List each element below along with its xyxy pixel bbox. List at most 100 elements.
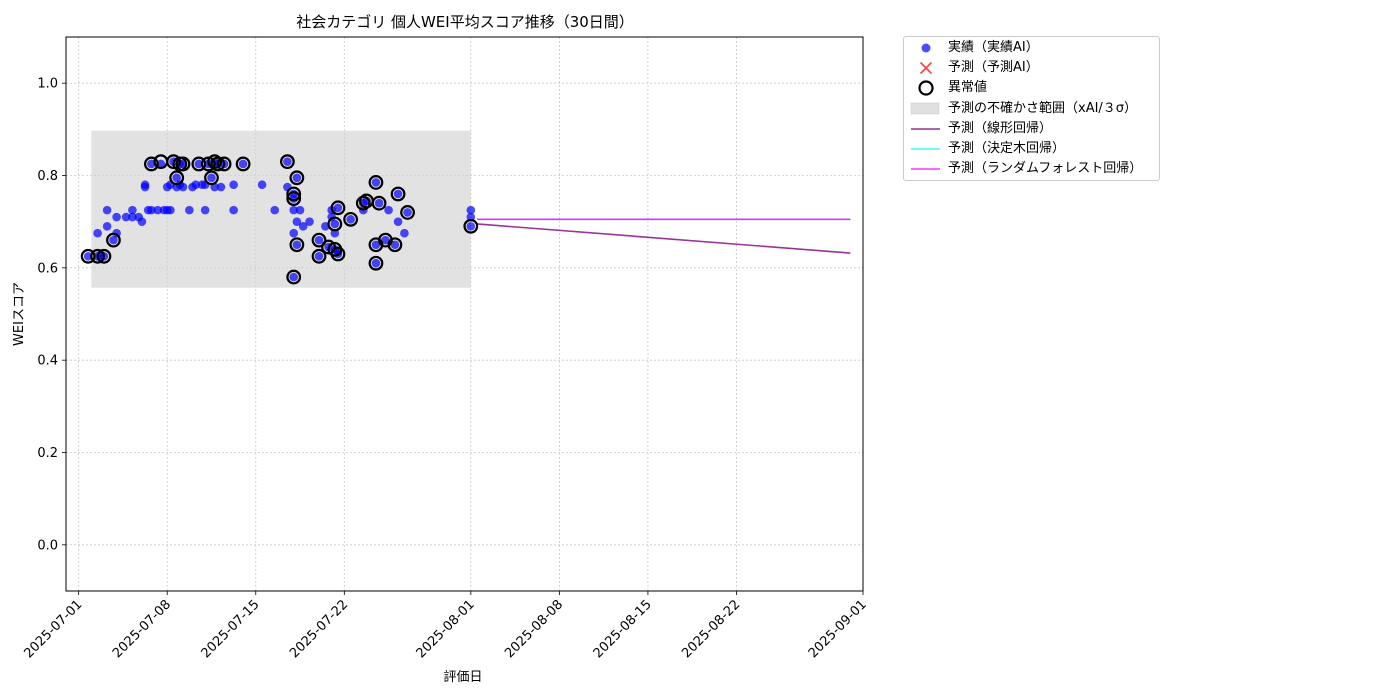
actual-point <box>330 219 340 229</box>
actual-point <box>178 182 188 192</box>
legend-label-linear: 予測（線形回帰） <box>948 121 1053 136</box>
anomaly-marker <box>200 156 216 172</box>
anomaly-marker <box>343 211 359 227</box>
legend-item-actual: 実績（実績AI） <box>904 38 1159 58</box>
anomaly-marker <box>463 218 479 234</box>
actual-point <box>83 251 93 261</box>
anomaly-marker <box>191 156 207 172</box>
actual-point <box>393 217 403 226</box>
actual-point <box>112 212 121 222</box>
x-tick-label: 2025-08-22 <box>679 597 743 661</box>
x-tick-label: 2025-07-15 <box>199 597 263 661</box>
actual-point <box>305 217 314 226</box>
actual-point <box>229 180 238 190</box>
y-axis-ticks: 0.0 0.2 0.4 0.6 0.8 1.0 <box>37 77 66 553</box>
anomaly-marker <box>166 154 181 170</box>
x-tick-label: 2025-09-01 <box>806 597 870 661</box>
actual-point <box>283 182 292 192</box>
x-axis-label: 評価日 <box>443 670 482 685</box>
x-tick-label: 2025-08-01 <box>414 597 478 661</box>
legend-item-tree: 予測（決定木回帰） <box>904 139 1159 159</box>
y-tick-label: 0.6 <box>37 261 58 276</box>
chart-title: 社会カテゴリ 個人WEI平均スコア推移（30日間） <box>296 13 634 31</box>
legend-item-predicted-ai: 予測（予測AI） <box>904 58 1159 78</box>
actual-point <box>283 157 292 166</box>
anomaly-marker <box>286 191 302 206</box>
y-tick-label: 1.0 <box>37 77 58 92</box>
blue-dot-icon <box>921 43 931 53</box>
actual-point <box>93 228 102 238</box>
actual-point <box>128 212 137 222</box>
anomaly-marker <box>311 248 327 264</box>
actual-point <box>147 205 156 215</box>
actual-point <box>102 221 112 231</box>
actual-point <box>466 221 476 231</box>
actual-point <box>371 178 381 187</box>
anomaly-marker <box>96 248 112 264</box>
actual-point <box>374 198 384 208</box>
anomaly-marker <box>207 154 223 170</box>
actual-point <box>381 235 390 245</box>
anomaly-marker <box>321 239 336 255</box>
actual-point <box>166 205 175 215</box>
actual-point <box>400 228 409 238</box>
anomaly-marker <box>90 248 106 264</box>
anomaly-marker <box>210 156 226 172</box>
actual-point <box>295 205 305 215</box>
legend-item-anomaly: 異常値 <box>904 78 1159 98</box>
actual-point <box>292 240 302 250</box>
anomaly-marker <box>216 156 232 172</box>
actual-point <box>102 205 112 215</box>
x-tick-label: 2025-07-22 <box>287 597 351 661</box>
actual-point <box>185 205 194 215</box>
anomaly-markers-layer <box>80 154 479 285</box>
y-tick-label: 0.2 <box>37 446 58 461</box>
legend-label-tree: 予測（決定木回帰） <box>948 141 1066 156</box>
actual-point <box>330 228 340 238</box>
actual-point <box>216 182 226 192</box>
anomaly-marker <box>169 170 185 186</box>
prediction-lines-layer <box>477 218 851 254</box>
anomaly-marker <box>387 237 403 253</box>
actual-point <box>137 217 147 226</box>
actual-point <box>140 180 150 190</box>
actual-point <box>172 173 181 183</box>
legend-label-forest: 予測（ランダムフォレスト回帰） <box>948 161 1143 176</box>
actual-point <box>292 217 302 226</box>
anomaly-marker <box>368 255 384 271</box>
anomaly-marker <box>279 154 295 170</box>
y-tick-label: 0.8 <box>37 169 58 184</box>
actual-point <box>384 205 393 215</box>
anomaly-marker <box>330 246 346 262</box>
legend-item-forest: 予測（ランダムフォレスト回帰） <box>904 159 1159 179</box>
plot-frame <box>65 36 864 592</box>
actual-point <box>403 208 412 217</box>
actual-point <box>156 159 166 169</box>
actual-point <box>333 203 343 213</box>
actual-point <box>292 173 302 183</box>
anomaly-marker <box>286 186 302 202</box>
cyan-line-icon <box>911 148 940 150</box>
actual-point <box>314 235 324 245</box>
anomaly-marker <box>286 269 302 285</box>
chart-legend: 実績（実績AI） 予測（予測AI） 異常値 予測の不確かさ範囲（xAI/３σ） … <box>903 36 1160 181</box>
actual-point <box>200 180 210 190</box>
actual-point <box>371 258 381 268</box>
actual-point <box>466 212 476 222</box>
x-axis-ticks: 2025-07-01 2025-07-08 2025-07-15 2025-07-22… <box>21 591 870 661</box>
actual-point <box>289 228 299 238</box>
anomaly-marker <box>175 156 191 172</box>
actual-point <box>121 212 131 222</box>
plot-area <box>66 37 863 591</box>
actual-point <box>298 221 308 231</box>
y-tick-label: 0.4 <box>37 354 58 369</box>
actual-point <box>393 189 403 199</box>
black-ring-icon <box>918 80 934 96</box>
actual-point <box>194 159 204 169</box>
x-tick-label: 2025-07-01 <box>21 597 85 661</box>
anomaly-marker <box>371 195 387 211</box>
legend-label-anomaly: 異常値 <box>948 80 988 95</box>
actual-point <box>466 205 476 215</box>
anomaly-marker <box>289 237 305 253</box>
anomaly-marker <box>400 205 415 220</box>
